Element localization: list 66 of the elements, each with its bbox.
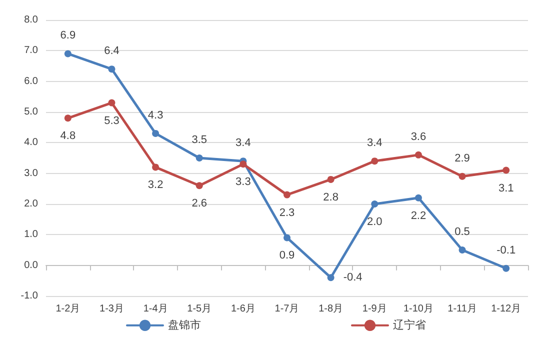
point (414, 151, 422, 158)
point (414, 194, 422, 202)
data-label: 6.9 (60, 30, 76, 42)
x-tick-label: 1-4月 (143, 304, 168, 314)
data-label: 2.6 (192, 198, 208, 210)
data-label: -0.1 (496, 244, 516, 256)
point (371, 158, 378, 165)
data-label: -0.4 (343, 272, 362, 284)
data-label: 5.3 (104, 114, 120, 127)
data-label: 0.9 (279, 250, 295, 262)
x-tick-label: 1-3月 (100, 304, 124, 314)
point (152, 164, 160, 171)
data-label: 3.1 (498, 182, 514, 194)
legend-label: 盘锦市 (168, 318, 201, 332)
point (458, 172, 466, 180)
data-label: 0.5 (454, 226, 470, 238)
data-label: 2.2 (410, 210, 426, 222)
point (64, 114, 72, 122)
y-tick-label: 8.0 (24, 14, 38, 26)
data-label: 2.3 (279, 206, 295, 219)
point (284, 191, 290, 198)
point (502, 264, 510, 272)
data-label: 4.8 (60, 130, 76, 142)
point (108, 99, 116, 106)
point (327, 176, 334, 183)
point (64, 50, 72, 58)
data-label: 3.6 (410, 130, 426, 143)
legend-label: 辽宁省 (393, 318, 426, 332)
x-tick-label: 1-10月 (403, 304, 434, 314)
data-label: 2.0 (366, 216, 382, 228)
point (196, 154, 203, 162)
data-label: 2.8 (323, 191, 338, 204)
point (240, 160, 247, 168)
y-tick-label: -1.0 (20, 290, 38, 302)
y-tick-label: 0.0 (24, 260, 38, 271)
point (196, 182, 203, 190)
x-tick-label: 1-9月 (362, 304, 387, 314)
data-label: 3.4 (366, 137, 382, 150)
point (152, 130, 160, 137)
data-label: 3.3 (236, 176, 251, 188)
y-tick-label: 5.0 (24, 106, 38, 118)
point (502, 166, 510, 174)
x-tick-label: 1-8月 (318, 304, 344, 314)
x-tick-label: 1-5月 (187, 304, 212, 314)
data-label: 6.4 (104, 45, 120, 58)
x-tick-label: 1-2月 (56, 304, 80, 314)
point (458, 246, 466, 254)
x-tick-label: 1-11月 (448, 304, 477, 314)
data-label: 4.3 (148, 109, 164, 122)
x-tick-label: 1-6月 (230, 304, 256, 314)
point (371, 200, 378, 208)
data-label: 3.4 (236, 137, 251, 150)
data-label: 3.5 (192, 134, 208, 146)
data-label: 3.2 (148, 179, 164, 192)
y-tick-label: 6.0 (24, 76, 38, 87)
x-tick-label: 1-7月 (274, 304, 300, 314)
point (327, 274, 334, 282)
x-tick-label: 1-12月 (491, 304, 522, 314)
y-tick-label: 7.0 (24, 45, 38, 56)
y-tick-label: 4.0 (24, 137, 38, 148)
y-tick-label: 3.0 (24, 168, 38, 179)
y-tick-label: 1.0 (24, 229, 38, 240)
y-tick-label: 2.0 (24, 198, 38, 210)
data-label: 2.9 (454, 152, 470, 164)
point (284, 234, 290, 242)
point (108, 66, 116, 73)
